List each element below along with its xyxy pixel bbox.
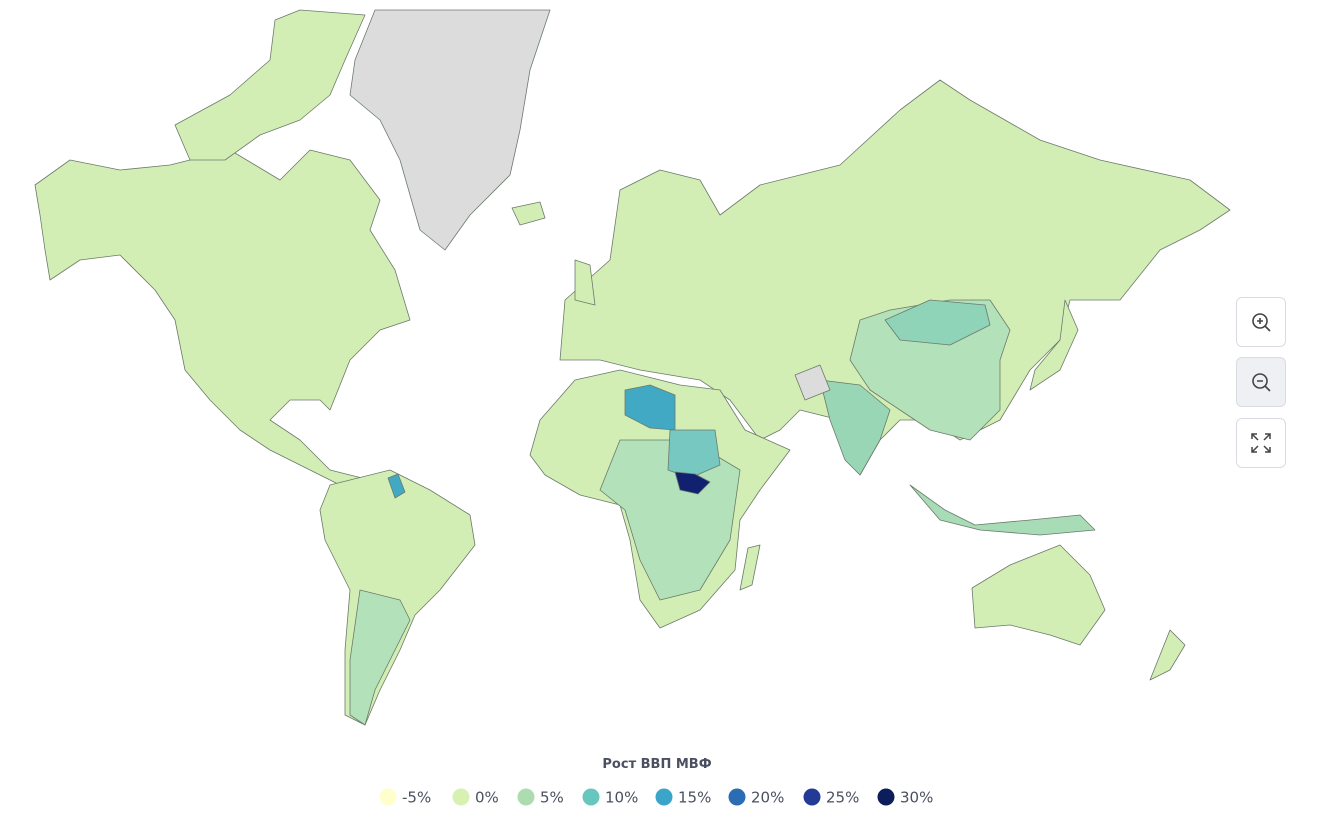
legend-swatch <box>582 788 600 806</box>
zoom-in-button[interactable] <box>1236 297 1286 347</box>
guyana <box>387 473 406 499</box>
north-america <box>34 149 411 511</box>
uk <box>574 259 596 306</box>
afghanistan <box>794 364 831 401</box>
legend-label: 0% <box>475 789 499 807</box>
fullscreen-icon <box>1251 433 1271 453</box>
legend-label: 25% <box>826 789 859 807</box>
legend: -5% 0% 5% 10% 15% 20% 25% 30% <box>379 788 933 807</box>
legend-swatch <box>803 788 821 806</box>
legend-label: 5% <box>540 789 564 807</box>
legend-title: Рост ВВП МВФ <box>602 757 711 772</box>
india <box>819 379 891 476</box>
legend-swatch <box>655 788 673 806</box>
legend-label: 20% <box>751 789 784 807</box>
legend-swatch <box>517 788 535 806</box>
indonesia <box>909 484 1096 536</box>
eurasia <box>559 79 1231 476</box>
legend-label: 10% <box>605 789 638 807</box>
zoom-in-icon <box>1252 313 1271 332</box>
sudan <box>667 429 721 479</box>
legend-swatch <box>877 788 895 806</box>
south-sudan <box>674 471 711 495</box>
legend-label: 15% <box>678 789 711 807</box>
new-zealand <box>1149 629 1186 681</box>
madagascar <box>739 544 761 591</box>
greenland <box>349 9 551 251</box>
zoom-out-button[interactable] <box>1236 357 1286 407</box>
legend-swatch <box>728 788 746 806</box>
australia <box>971 544 1106 646</box>
iceland <box>511 201 546 226</box>
south-america <box>319 469 476 726</box>
argentina <box>349 589 411 726</box>
fullscreen-button[interactable] <box>1236 418 1286 468</box>
arctic-islands <box>174 9 366 161</box>
legend-swatch <box>379 788 397 806</box>
mongolia <box>884 299 991 346</box>
legend-swatch <box>452 788 470 806</box>
legend-label: 30% <box>900 789 933 807</box>
legend-label: -5% <box>402 789 431 807</box>
landmasses <box>34 9 1231 726</box>
japan <box>1029 299 1079 391</box>
zoom-out-icon <box>1252 373 1271 392</box>
